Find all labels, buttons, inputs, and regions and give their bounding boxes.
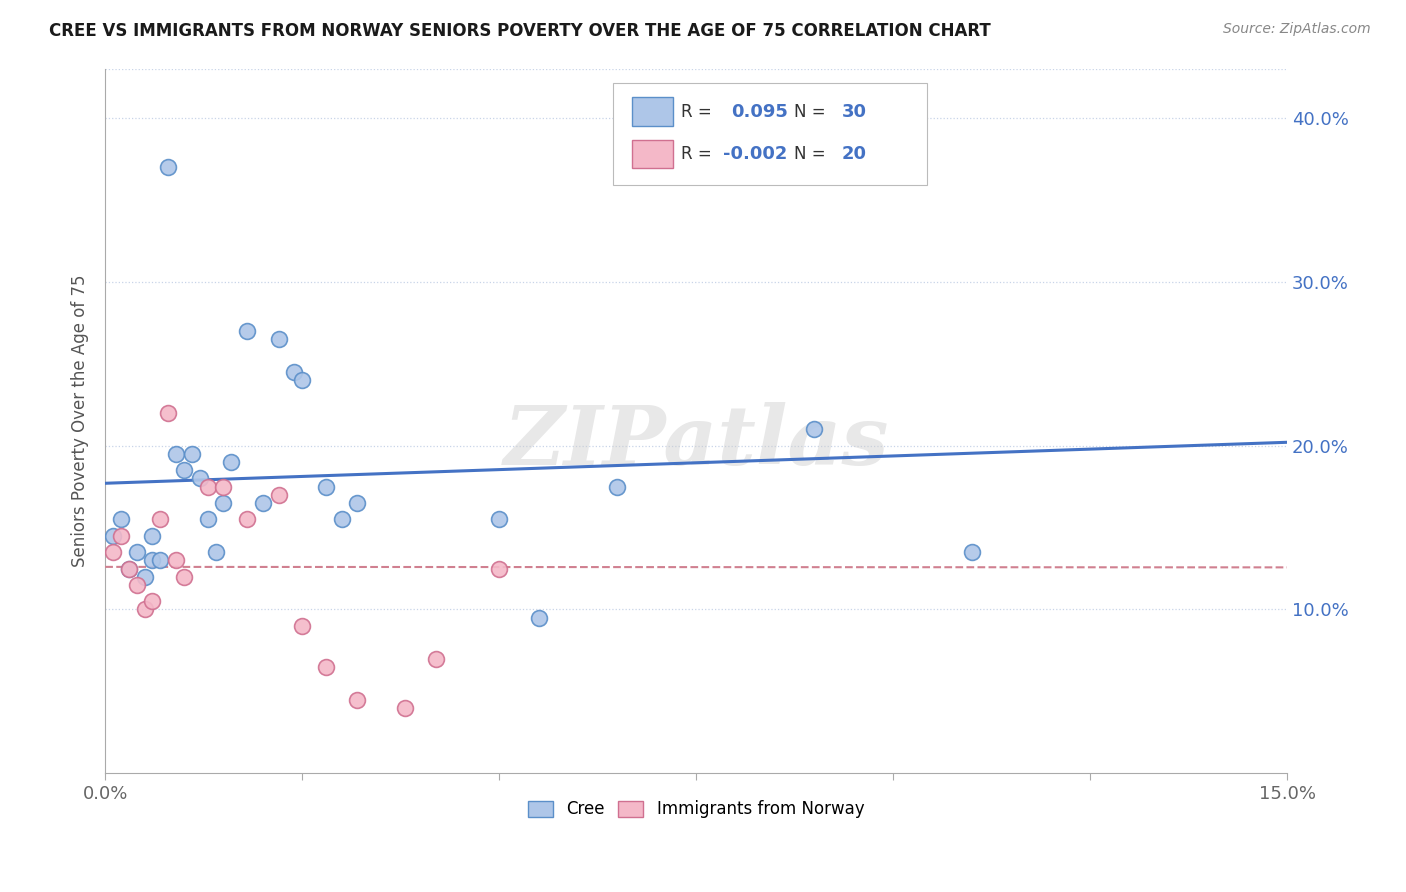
Point [488, 561, 510, 575]
Point [157, 160, 180, 174]
Text: 30: 30 [842, 103, 866, 120]
Text: Source: ZipAtlas.com: Source: ZipAtlas.com [1223, 22, 1371, 37]
Point [141, 594, 163, 608]
Point [173, 570, 195, 584]
FancyBboxPatch shape [633, 140, 672, 168]
Point [134, 570, 156, 584]
Point [149, 553, 172, 567]
Point [315, 660, 337, 674]
FancyBboxPatch shape [633, 97, 672, 126]
Text: CREE VS IMMIGRANTS FROM NORWAY SENIORS POVERTY OVER THE AGE OF 75 CORRELATION CH: CREE VS IMMIGRANTS FROM NORWAY SENIORS P… [49, 22, 991, 40]
Point [118, 561, 141, 575]
Point [134, 602, 156, 616]
Point [488, 512, 510, 526]
Point [960, 545, 983, 559]
Point [219, 455, 242, 469]
Point [197, 479, 219, 493]
FancyBboxPatch shape [613, 83, 927, 185]
Point [180, 447, 202, 461]
Point [125, 578, 148, 592]
Legend: Cree, Immigrants from Norway: Cree, Immigrants from Norway [522, 794, 870, 825]
Point [803, 422, 825, 436]
Point [165, 553, 187, 567]
Point [315, 479, 337, 493]
Point [236, 512, 259, 526]
Point [236, 324, 259, 338]
Point [252, 496, 274, 510]
Text: N =: N = [794, 145, 831, 163]
Point [346, 496, 368, 510]
Text: ZIPatlas: ZIPatlas [503, 402, 889, 482]
Point [204, 545, 226, 559]
Point [101, 545, 124, 559]
Text: 0.095: 0.095 [731, 103, 789, 120]
Y-axis label: Seniors Poverty Over the Age of 75: Seniors Poverty Over the Age of 75 [72, 275, 89, 567]
Text: R =: R = [681, 145, 717, 163]
Point [141, 553, 163, 567]
Point [291, 373, 314, 387]
Point [212, 496, 235, 510]
Text: R =: R = [681, 103, 717, 120]
Point [165, 447, 187, 461]
Point [149, 512, 172, 526]
Point [267, 488, 290, 502]
Point [157, 406, 180, 420]
Point [212, 479, 235, 493]
Point [606, 479, 628, 493]
Point [188, 471, 211, 485]
Point [110, 512, 132, 526]
Point [173, 463, 195, 477]
Point [291, 619, 314, 633]
Point [101, 529, 124, 543]
Point [346, 692, 368, 706]
Point [197, 512, 219, 526]
Point [267, 332, 290, 346]
Point [118, 561, 141, 575]
Point [125, 545, 148, 559]
Point [141, 529, 163, 543]
Point [527, 610, 550, 624]
Text: N =: N = [794, 103, 831, 120]
Point [283, 365, 305, 379]
Point [110, 529, 132, 543]
Point [394, 701, 416, 715]
Text: -0.002: -0.002 [723, 145, 787, 163]
Text: 20: 20 [842, 145, 866, 163]
Point [330, 512, 353, 526]
Point [425, 651, 447, 665]
